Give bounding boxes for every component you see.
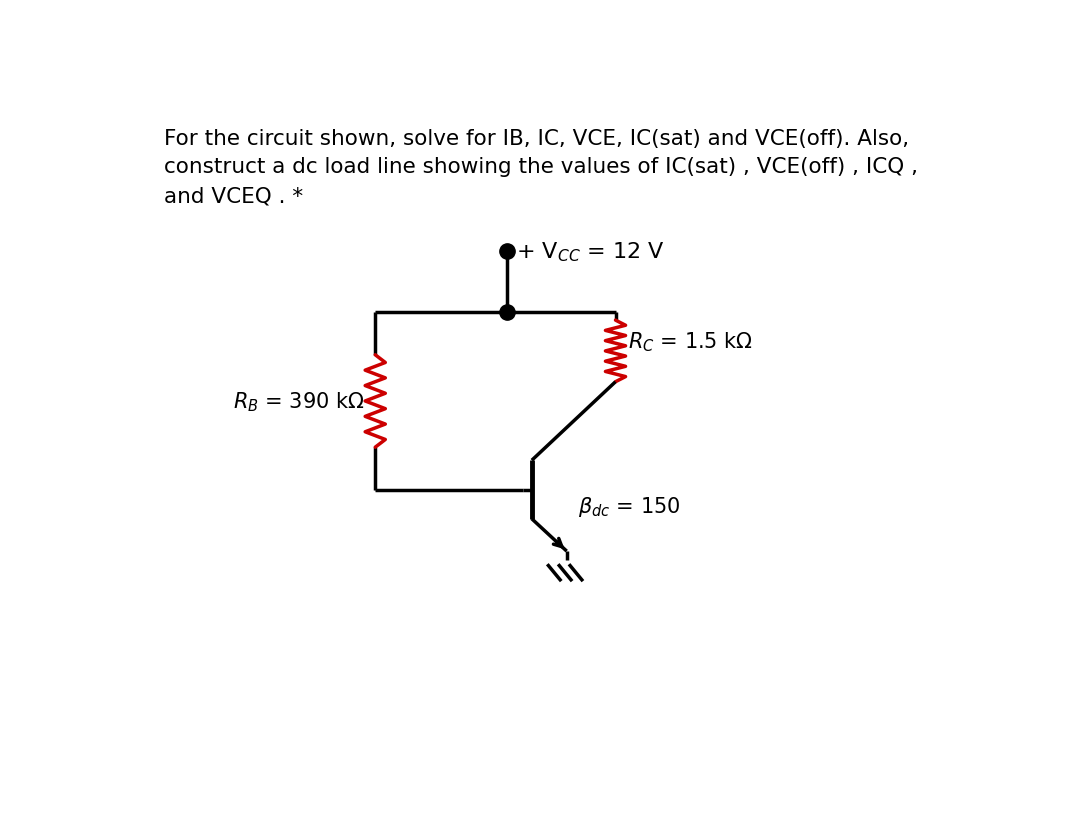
- Text: $R_C$ = 1.5 kΩ: $R_C$ = 1.5 kΩ: [627, 331, 753, 354]
- Text: For the circuit shown, solve for IB, IC, VCE, IC(sat) and VCE(off). Also,
constr: For the circuit shown, solve for IB, IC,…: [164, 128, 918, 206]
- Text: + V$_{CC}$ = 12 V: + V$_{CC}$ = 12 V: [516, 240, 665, 263]
- Text: $R_B$ = 390 kΩ: $R_B$ = 390 kΩ: [233, 390, 364, 414]
- Text: $\beta_{dc}$ = 150: $\beta_{dc}$ = 150: [578, 495, 680, 519]
